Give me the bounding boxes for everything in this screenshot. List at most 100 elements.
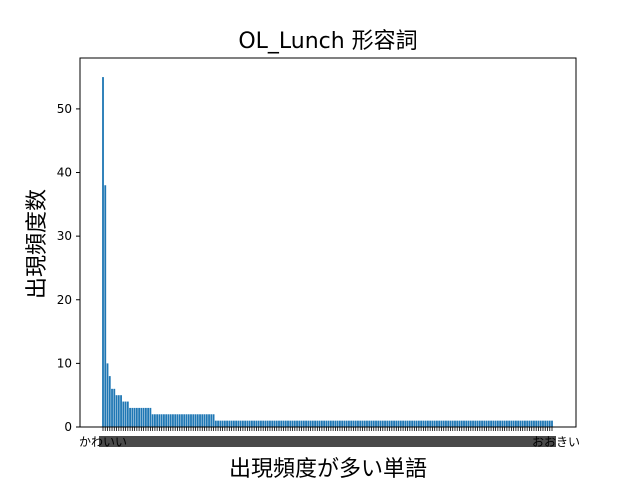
bars-group xyxy=(102,77,553,427)
bar xyxy=(465,420,468,427)
bar xyxy=(402,420,404,427)
bar xyxy=(269,420,271,427)
bar xyxy=(424,420,427,427)
bar xyxy=(530,420,533,427)
bar xyxy=(481,420,483,427)
bar xyxy=(472,420,474,427)
bar xyxy=(483,420,486,427)
bar xyxy=(329,420,332,427)
bar xyxy=(196,414,199,427)
bar xyxy=(323,420,326,427)
bar xyxy=(501,420,504,427)
bar xyxy=(106,363,109,427)
bar xyxy=(203,414,206,427)
bar xyxy=(379,420,382,427)
bar xyxy=(422,420,425,427)
bar xyxy=(476,420,479,427)
bar xyxy=(487,420,490,427)
bar xyxy=(149,407,152,427)
bar xyxy=(442,420,445,427)
bar xyxy=(390,420,393,427)
x-tick-labels-overlap xyxy=(99,436,556,447)
bar xyxy=(260,420,262,427)
bar xyxy=(411,420,414,427)
bar xyxy=(221,420,224,427)
bar xyxy=(201,414,204,427)
bar xyxy=(291,420,294,427)
bar xyxy=(138,407,141,427)
bar xyxy=(135,407,138,427)
bar xyxy=(404,420,407,427)
y-axis-label: 出現頻度数 xyxy=(25,189,50,299)
bar xyxy=(307,420,310,427)
plot-frame xyxy=(79,57,577,428)
bar xyxy=(176,414,179,427)
bar xyxy=(451,420,454,427)
y-axis-ticks: 0 10 20 30 40 50 xyxy=(57,102,80,434)
bar xyxy=(420,420,423,427)
bar xyxy=(165,414,168,427)
bar xyxy=(350,420,353,427)
bar xyxy=(302,420,305,427)
bar xyxy=(467,420,470,427)
bar xyxy=(248,420,251,427)
bar xyxy=(174,414,177,427)
bar xyxy=(535,420,538,427)
bar xyxy=(341,420,344,427)
bar xyxy=(264,420,267,427)
bar xyxy=(230,420,233,427)
bar xyxy=(492,420,495,427)
bar xyxy=(327,420,330,427)
bar xyxy=(460,420,463,427)
bar xyxy=(140,407,143,427)
bar xyxy=(551,420,553,427)
bar xyxy=(300,420,303,427)
bar xyxy=(526,420,529,427)
bar xyxy=(108,376,111,427)
bar xyxy=(469,420,472,427)
bar xyxy=(449,420,452,427)
bar xyxy=(205,414,208,427)
bar xyxy=(284,420,287,427)
bar xyxy=(417,420,420,427)
bar xyxy=(325,420,328,427)
bar xyxy=(381,420,384,427)
bar xyxy=(251,420,253,427)
bar xyxy=(406,420,409,427)
bar xyxy=(334,420,337,427)
bar xyxy=(366,420,368,427)
bar xyxy=(348,420,350,427)
bar xyxy=(345,420,348,427)
bar xyxy=(241,420,244,427)
bar xyxy=(496,420,499,427)
bar xyxy=(111,388,113,427)
bar xyxy=(163,414,165,427)
bar xyxy=(305,420,307,427)
bar xyxy=(537,420,540,427)
bar xyxy=(533,420,535,427)
bar xyxy=(494,420,497,427)
bar xyxy=(309,420,312,427)
y-tick-label: 30 xyxy=(57,229,72,243)
bar xyxy=(447,420,450,427)
bar xyxy=(354,420,357,427)
bar xyxy=(415,420,418,427)
bar xyxy=(278,420,280,427)
bar xyxy=(293,420,296,427)
bar xyxy=(183,414,186,427)
bar xyxy=(397,420,400,427)
bar xyxy=(510,420,513,427)
bar xyxy=(377,420,380,427)
bar xyxy=(147,407,150,427)
bar xyxy=(445,420,447,427)
bar xyxy=(151,414,154,427)
bar xyxy=(117,395,120,427)
bar xyxy=(289,420,292,427)
bar xyxy=(153,414,156,427)
bar xyxy=(524,420,526,427)
bar xyxy=(185,414,188,427)
chart-title: OL_Lunch 形容詞 xyxy=(238,29,417,54)
bar xyxy=(505,420,508,427)
bar xyxy=(368,420,371,427)
